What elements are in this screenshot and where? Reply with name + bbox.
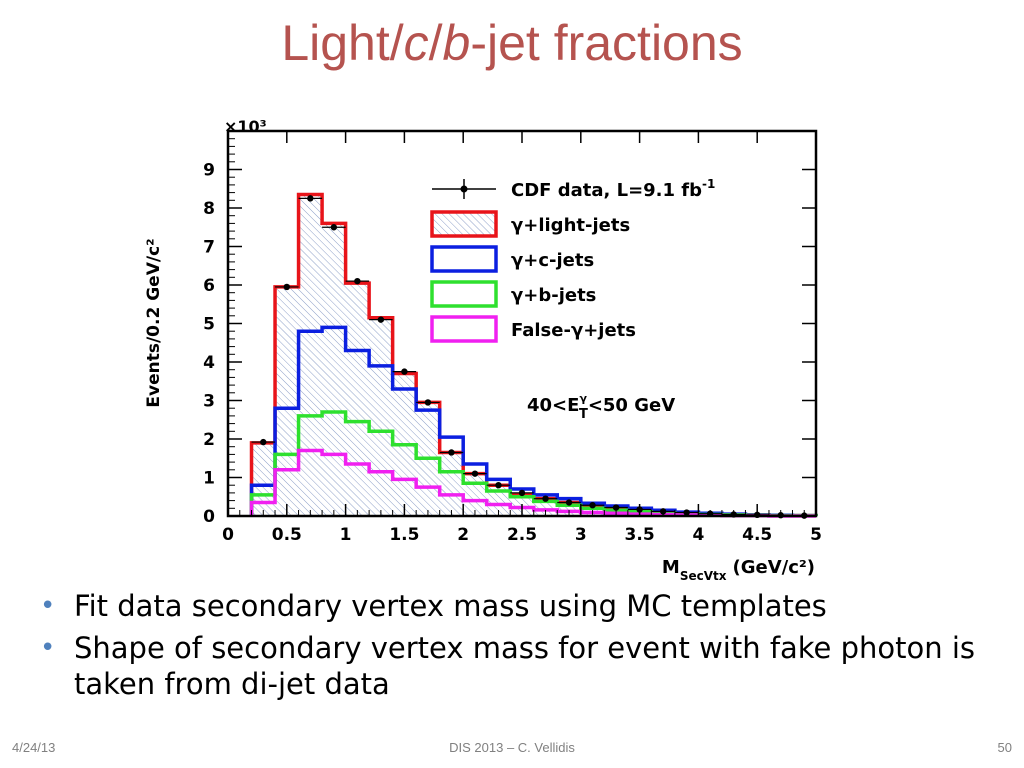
histogram-chart: 0 0.5 1 1.5 2 2.5 3 3.5 4 4.5 5 0 1 2 3 4 5 6 7 8 9 CDF data…	[135, 98, 850, 585]
data-point	[377, 316, 385, 323]
legend: CDF data, L=9.1 fb-1 γ+light-jets γ+c-jets…	[430, 177, 715, 343]
x-tick-label: 4.5	[742, 525, 772, 545]
x-tick-label: 3.5	[625, 525, 655, 545]
footer-page-number: 50	[997, 740, 1012, 755]
y-tick-label: 7	[203, 238, 215, 258]
x-tick-label: 2	[457, 525, 469, 545]
x-tick-label: 0.5	[272, 525, 302, 545]
legend-item-c-jets: γ+c-jets	[430, 245, 594, 273]
legend-label: γ+c-jets	[511, 250, 594, 271]
data-point	[589, 502, 596, 509]
data-point	[612, 504, 620, 511]
x-tick-label: 5	[810, 525, 822, 545]
y-tick-label: 2	[203, 430, 215, 450]
x-tick-label: 1	[340, 525, 352, 545]
legend-item-light-jets: γ+light-jets	[430, 210, 630, 238]
data-point	[283, 283, 290, 291]
data-point	[565, 499, 573, 506]
data-point	[354, 277, 361, 285]
y-tick-label: 9	[203, 161, 215, 181]
bullet-item: • Fit data secondary vertex mass using MC…	[40, 589, 827, 623]
legend-swatch	[430, 245, 498, 273]
legend-label: CDF data, L=9.1 fb-1	[511, 177, 715, 201]
y-tick-label: 4	[203, 353, 215, 373]
bullet-dot-icon: •	[40, 633, 56, 663]
bullet-dot-icon: •	[40, 591, 56, 621]
data-point	[448, 449, 455, 456]
legend-swatch	[430, 280, 498, 308]
data-point	[495, 482, 502, 489]
legend-data-marker	[460, 185, 468, 193]
legend-label: γ+b-jets	[511, 285, 596, 306]
bullet-list: • Fit data secondary vertex mass using MC…	[40, 588, 1000, 708]
x-tick-label: 0	[222, 525, 234, 545]
y-tick-label: 1	[203, 469, 215, 489]
legend-item-cdf-data: CDF data, L=9.1 fb-1	[432, 177, 715, 201]
x-tick-label: 1.5	[389, 525, 419, 545]
y-multiplier-label: ×10³	[224, 117, 267, 136]
slide-title: Light/c/b-jet fractions	[281, 15, 743, 71]
legend-label: γ+light-jets	[511, 215, 630, 236]
bullet-item: • Shape of secondary vertex mass for even…	[40, 631, 976, 701]
x-tick-label: 2.5	[507, 525, 537, 545]
data-point	[424, 399, 432, 406]
y-tick-label: 8	[203, 199, 215, 219]
data-point	[401, 368, 408, 375]
legend-item-false-jets: False-γ+jets	[430, 315, 636, 343]
y-tick-label: 3	[203, 392, 215, 412]
y-tick-label: 0	[203, 507, 215, 527]
data-point	[260, 438, 267, 446]
data-point	[307, 195, 314, 202]
data-point	[518, 489, 526, 497]
x-tick-label: 3	[575, 525, 587, 545]
data-point	[542, 495, 549, 502]
legend-item-b-jets: γ+b-jets	[430, 280, 596, 308]
legend-swatch	[430, 210, 498, 238]
data-point	[471, 470, 479, 477]
data-point	[330, 224, 338, 231]
x-tick-label: 4	[692, 525, 704, 545]
legend-swatch	[430, 315, 498, 343]
footer-date: 4/24/13	[12, 740, 56, 755]
y-axis-label: Events/0.2 GeV/c²	[144, 238, 164, 407]
footer-center: DIS 2013 – C. Vellidis	[449, 740, 575, 755]
x-axis-label: MSecVtx (GeV/c²)	[662, 557, 815, 583]
legend-label: False-γ+jets	[511, 320, 636, 341]
et-range-annotation: 40<Eγ T<50 GeV	[527, 392, 675, 422]
y-tick-label: 5	[203, 315, 215, 335]
y-tick-label: 6	[203, 276, 215, 296]
